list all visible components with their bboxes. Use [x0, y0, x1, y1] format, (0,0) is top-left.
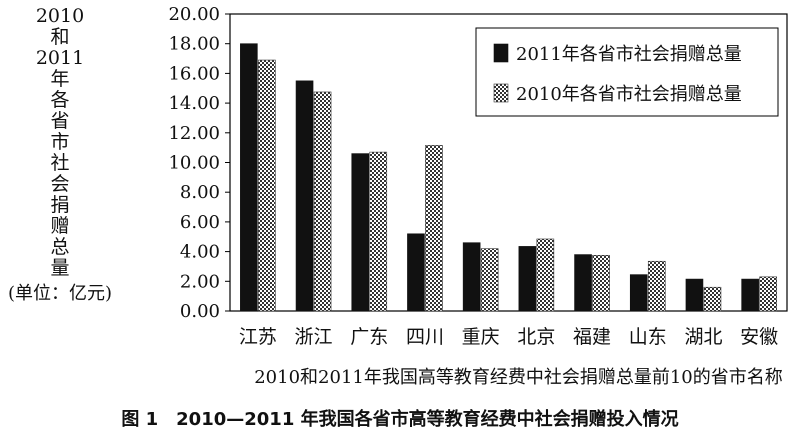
bar-series-2010	[313, 91, 332, 312]
y-axis-title-line: 2010	[35, 5, 85, 27]
x-tick-label: 江苏	[239, 326, 277, 348]
bar-series-2010	[369, 151, 388, 312]
bar-series-2010	[759, 276, 777, 312]
y-axis-title-line: 省	[50, 110, 70, 132]
y-axis-title-line: 年	[50, 68, 70, 90]
bar-series-2011	[685, 278, 704, 312]
legend-swatch	[493, 83, 509, 103]
y-tick-label: 6.00	[180, 212, 220, 233]
y-tick-label: 12.00	[168, 123, 220, 144]
y-tick-label: 18.00	[168, 34, 220, 55]
y-tick-label: 10.00	[168, 153, 220, 174]
bar-chart: 0.00 2.00 4.00 6.00 8.00 10.00 12.00 14.00 16.00…	[168, 4, 788, 388]
y-axis-title-line: 市	[50, 131, 70, 153]
bar-series-2010	[703, 286, 722, 312]
x-tick-label: 湖北	[684, 326, 722, 348]
bar-series-2010	[592, 255, 610, 312]
bar-series-2011	[518, 246, 537, 312]
legend-label: 2010年各省市社会捐赠总量	[516, 84, 742, 105]
x-tick-label: 重庆	[462, 326, 500, 348]
y-axis-title-line: 社	[50, 152, 70, 174]
plot-area: 0.00 2.00 4.00 6.00 8.00 10.00 12.00 14.00 16.00…	[168, 4, 788, 388]
y-axis-title-line: 会	[50, 173, 70, 195]
y-axis-title-line: 捐	[50, 194, 70, 216]
y-tick-label: 20.00	[168, 4, 220, 25]
x-tick-label: 安徽	[740, 326, 778, 348]
bar-series-2011	[351, 153, 370, 312]
y-axis-title-line: 和	[50, 26, 70, 48]
y-axis-title: 2010 和 2011 年各省市社会捐赠总量 (单位：亿元)	[0, 5, 120, 305]
x-tick-label: 福建	[573, 326, 611, 348]
y-tick-label: 14.00	[168, 93, 220, 114]
x-axis-title: 2010和2011年我国高等教育经费中社会捐赠总量前10的省市名称	[254, 367, 783, 388]
y-axis-title-line: 量	[50, 257, 70, 279]
bar-series-2011	[407, 233, 425, 312]
y-tick-label: 8.00	[180, 182, 220, 203]
y-axis-title-line: 总	[50, 236, 70, 258]
y-axis-title-line: 赠	[50, 215, 70, 237]
bar-series-2010	[480, 248, 499, 312]
y-tick-label: 2.00	[180, 271, 220, 292]
x-tick-label: 山东	[629, 326, 667, 348]
bar-series-2010	[647, 260, 666, 312]
legend-swatch	[493, 43, 509, 63]
y-tick-label: 16.00	[168, 63, 220, 84]
y-axis-unit: (单位：亿元)	[7, 283, 113, 304]
legend-label: 2011年各省市社会捐赠总量	[516, 44, 742, 65]
bar-series-2011	[295, 80, 314, 312]
bar-series-2011	[741, 278, 759, 312]
bar-series-2010	[258, 59, 276, 312]
bar-series-2011	[240, 43, 258, 312]
x-tick-label: 北京	[517, 326, 555, 348]
bar-series-2011	[462, 242, 481, 312]
legend-box	[475, 27, 779, 117]
x-tick-label: 广东	[350, 326, 388, 348]
bar-series-2010	[536, 238, 555, 312]
bar-series-2011	[574, 254, 592, 312]
x-tick-label: 浙江	[295, 326, 333, 348]
figure-caption: 图 1 2010—2011 年我国各省市高等教育经费中社会捐赠投入情况	[121, 409, 679, 430]
bar-series-2010	[425, 145, 443, 312]
y-axis-title-line: 各	[50, 89, 70, 111]
y-tick-label: 0.00	[180, 301, 220, 322]
bar-series-2011	[629, 274, 648, 312]
y-axis-title-line: 2011	[35, 47, 85, 69]
y-tick-label: 4.00	[180, 242, 220, 263]
x-tick-label: 四川	[406, 326, 444, 348]
